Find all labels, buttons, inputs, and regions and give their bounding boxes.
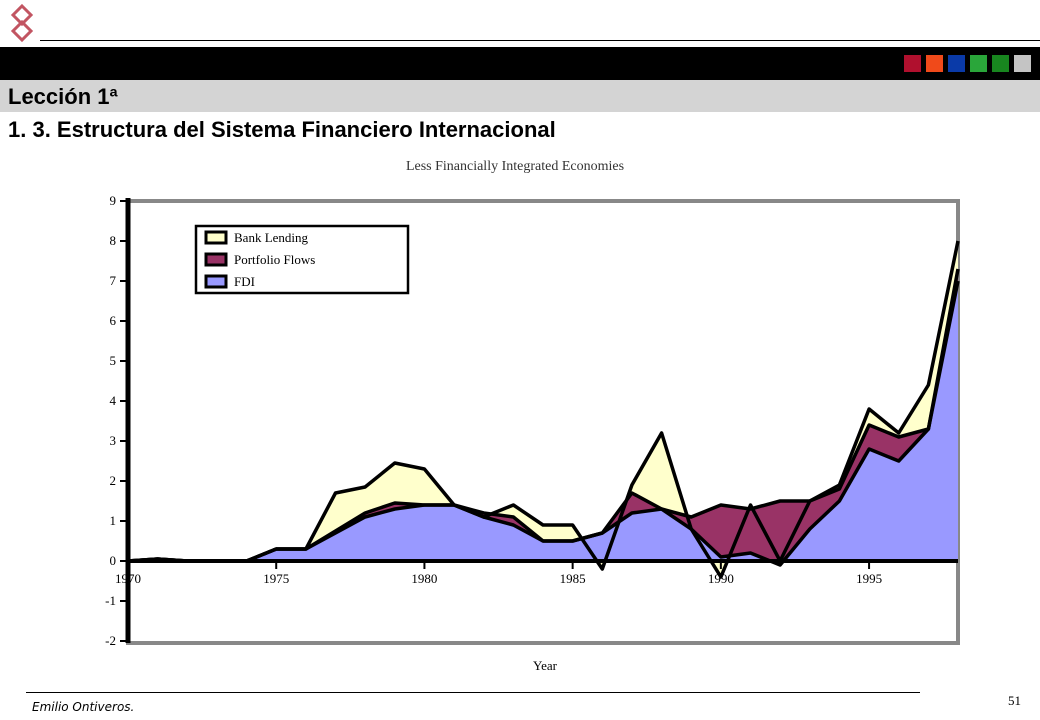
legend-swatch-fdi: [204, 274, 228, 289]
x-tick-label: 1985: [560, 571, 586, 586]
stacked-area-chart: Less Financially Integrated Economies 9 8…: [105, 159, 960, 673]
x-tick-label: 1975: [263, 571, 289, 586]
header-square-2: [926, 55, 943, 72]
legend-label-portfolio-flows: Portfolio Flows: [234, 252, 315, 267]
y-tick-label: 1: [110, 513, 117, 528]
x-tick-label: 1990: [708, 571, 734, 586]
y-tick-label: -1: [105, 593, 116, 608]
legend-box: [194, 224, 410, 295]
y-tick-label: 0: [110, 553, 117, 568]
author-name: Emilio Ontiveros.: [32, 700, 135, 714]
header-square-6: [1014, 55, 1031, 72]
y-tick-label: 4: [110, 393, 117, 408]
chart-legend: Bank Lending Portfolio Flows FDI: [194, 224, 410, 295]
footer-rule: [26, 692, 920, 693]
header-rule: [40, 40, 1040, 41]
header-square-5: [992, 55, 1009, 72]
y-tick-label: 9: [110, 193, 117, 208]
header-square-4: [970, 55, 987, 72]
x-tick-label: 1970: [115, 571, 141, 586]
y-tick-label: 2: [110, 473, 117, 488]
slide-subtitle: 1. 3. Estructura del Sistema Financiero …: [8, 117, 556, 142]
header-bar: [0, 47, 1040, 80]
y-tick-label: 3: [110, 433, 117, 448]
header-square-3: [948, 55, 965, 72]
lesson-band: [0, 80, 1040, 112]
y-tick-label: 6: [110, 313, 117, 328]
y-tick-label: 5: [110, 353, 117, 368]
edge-bank-lending: [127, 240, 960, 579]
lesson-title: Lección 1ª: [8, 84, 118, 109]
y-tick-label: -2: [105, 633, 116, 648]
y-tick-label: 7: [110, 273, 117, 288]
interlocked-rings-logo-icon: [10, 3, 34, 43]
x-tick-label: 1995: [856, 571, 882, 586]
page-number: 51: [1008, 693, 1021, 708]
x-tick-label: 1980: [411, 571, 437, 586]
legend-label-fdi: FDI: [234, 274, 255, 289]
legend-label-bank-lending: Bank Lending: [234, 230, 309, 245]
header-square-1: [904, 55, 921, 72]
chart-title: Less Financially Integrated Economies: [406, 159, 624, 174]
legend-swatch-bank-lending: [204, 230, 228, 245]
y-tick-label: 8: [110, 233, 117, 248]
area-fdi: [128, 281, 958, 565]
x-axis-label: Year: [533, 658, 558, 673]
legend-swatch-portfolio-flows: [204, 252, 228, 267]
